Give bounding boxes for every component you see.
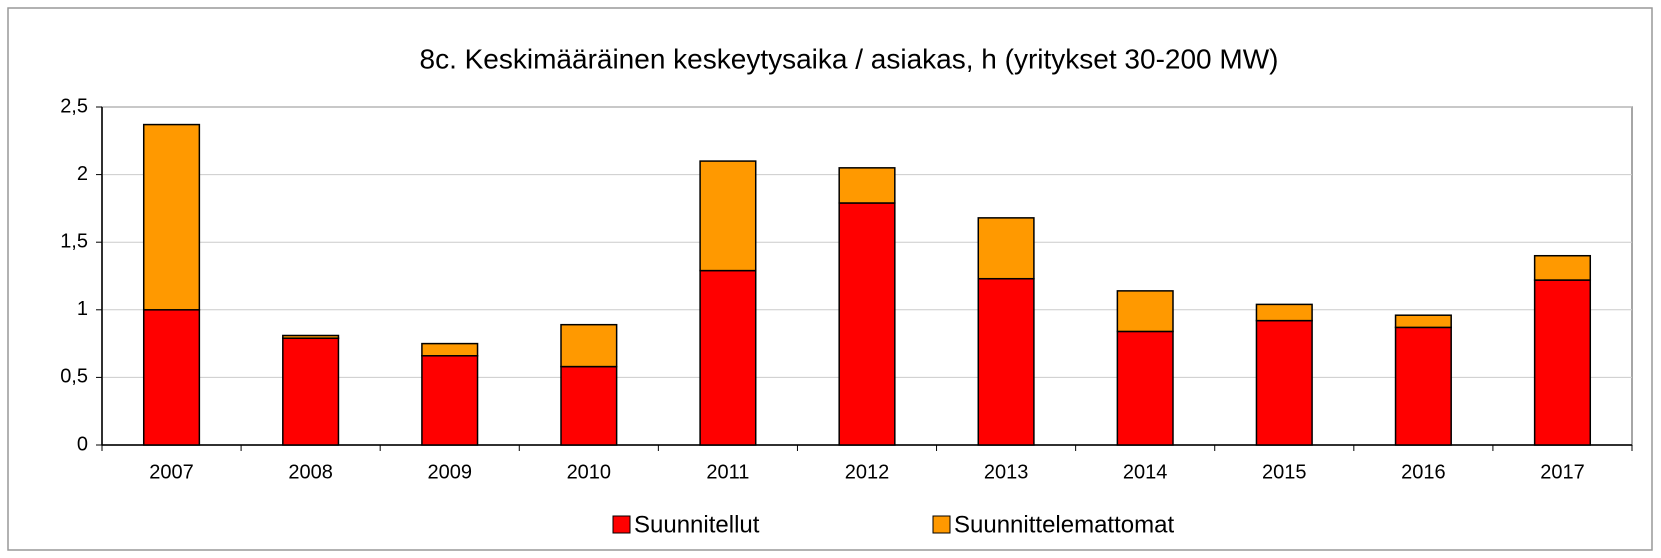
x-tick-label: 2010 — [567, 461, 612, 483]
x-tick-label: 2009 — [427, 461, 472, 483]
x-tick-label: 2013 — [984, 461, 1029, 483]
chart-title: 8c. Keskimääräinen keskeytysaika / asiak… — [420, 43, 1279, 74]
bar-segment — [1394, 314, 1452, 329]
bar-segment — [977, 217, 1035, 280]
bar-segment — [1116, 290, 1174, 333]
y-tick-label: 1,5 — [60, 230, 88, 252]
bar-segment — [1533, 254, 1592, 281]
bar-segment — [282, 337, 340, 446]
bar-segment — [699, 269, 757, 446]
x-tick-label: 2016 — [1401, 461, 1446, 483]
bar-segment — [838, 167, 896, 204]
y-tick-label: 0 — [77, 433, 88, 455]
bar-segment — [977, 277, 1035, 446]
bar-segment — [560, 365, 618, 446]
y-tick-label: 2,5 — [60, 95, 88, 117]
bar-segment — [560, 323, 618, 368]
x-tick-label: 2017 — [1540, 461, 1585, 483]
bar-segment — [282, 334, 340, 339]
legend-label: Suunnitellut — [634, 511, 760, 538]
legend-label: Suunnittelemattomat — [954, 511, 1174, 538]
bar-segment — [421, 342, 479, 357]
x-tick-label: 2012 — [845, 461, 890, 483]
x-tick-label: 2008 — [288, 461, 333, 483]
x-tick-label: 2014 — [1123, 461, 1168, 483]
y-tick-label: 1 — [77, 298, 88, 320]
x-tick-label: 2007 — [149, 461, 194, 483]
x-tick-label: 2011 — [706, 461, 749, 483]
bar-segment — [142, 309, 201, 446]
bar-segment — [1255, 319, 1313, 446]
legend-swatch — [612, 515, 631, 534]
bar-segment — [1255, 303, 1313, 322]
x-tick-label: 2015 — [1262, 461, 1307, 483]
y-tick-label: 0,5 — [60, 366, 88, 388]
bar-segment — [142, 123, 201, 311]
y-tick-label: 2 — [77, 163, 88, 185]
bar-segment — [838, 202, 896, 446]
bar-segment — [1533, 279, 1592, 446]
legend-swatch — [932, 515, 951, 534]
bar-segment — [1394, 326, 1452, 446]
bar-segment — [699, 160, 757, 272]
bar-segment — [421, 355, 479, 446]
bar-segment — [1116, 330, 1174, 446]
